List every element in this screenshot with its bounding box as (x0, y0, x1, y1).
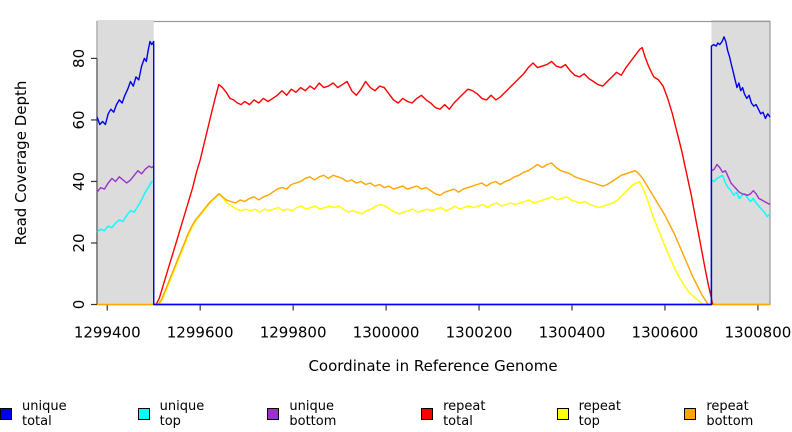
series-repeat-bottom (97, 162, 770, 306)
legend-label-unique-bottom: unique bottom (289, 399, 337, 429)
x-tick-label: 1299400 (74, 324, 141, 342)
legend-swatch-unique-top (137, 408, 150, 420)
y-tick-label: 60 (70, 110, 88, 129)
legend-label-repeat-total: repeat total (443, 399, 486, 429)
series-unique-top (96, 174, 771, 306)
x-tick-label: 1300000 (353, 324, 420, 342)
legend-item-repeat-top: repeat top (556, 399, 641, 429)
shaded-region-left (97, 20, 154, 304)
legend-swatch-unique-bottom (267, 408, 280, 420)
y-tick-label: 20 (70, 233, 88, 252)
x-axis-title: Coordinate in Reference Genome (308, 357, 558, 375)
legend-label-unique-total: unique total (22, 399, 67, 429)
x-tick-label: 1300800 (725, 324, 792, 342)
legend-swatch-repeat-bottom (684, 408, 697, 420)
legend: unique total unique top unique bottom repea… (0, 399, 792, 429)
y-tick-label: 40 (70, 172, 88, 191)
legend-swatch-repeat-top (556, 408, 569, 420)
plot-box (96, 20, 771, 306)
x-tick-label: 1299800 (260, 324, 327, 342)
legend-item-unique-total: unique total (0, 399, 94, 429)
legend-swatch-unique-total (0, 408, 12, 420)
legend-label-unique-top: unique top (159, 399, 205, 429)
legend-label-repeat-bottom: repeat bottom (706, 399, 754, 429)
y-axis-title: Read Coverage Depth (12, 80, 30, 246)
series-unique-total (96, 36, 771, 306)
legend-item-repeat-total: repeat total (421, 399, 513, 429)
series-repeat-total (155, 46, 714, 305)
legend-label-repeat-top: repeat top (578, 399, 621, 429)
y-tick-label: 80 (70, 49, 88, 68)
legend-swatch-repeat-total (421, 408, 434, 420)
legend-item-unique-bottom: unique bottom (267, 399, 377, 429)
legend-item-unique-top: unique top (137, 399, 224, 429)
x-tick-label: 1300200 (446, 324, 513, 342)
series-repeat-top (158, 180, 704, 306)
legend-item-repeat-bottom: repeat bottom (684, 399, 792, 429)
y-tick-label: 0 (70, 300, 88, 310)
series-unique-bottom (96, 163, 771, 306)
x-tick-label: 1299600 (167, 324, 234, 342)
shaded-region-right (711, 20, 770, 305)
x-tick-label: 1300400 (539, 324, 606, 342)
x-tick-label: 1300600 (632, 324, 699, 342)
